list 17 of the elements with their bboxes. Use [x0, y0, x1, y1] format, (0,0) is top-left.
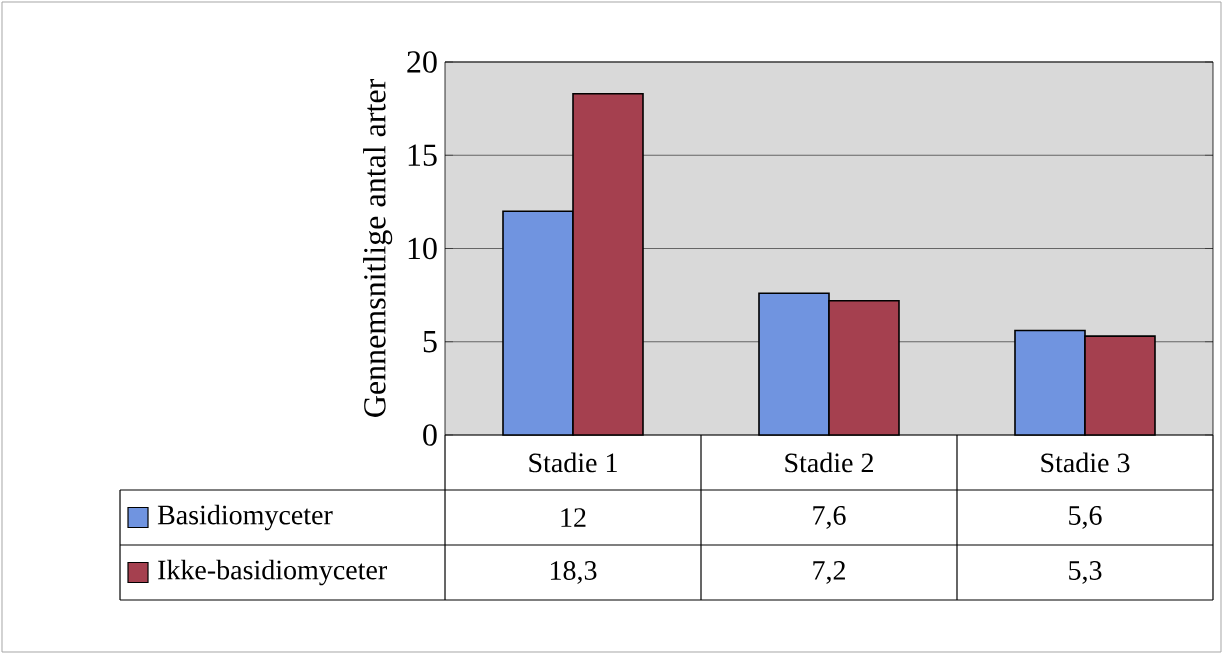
- data-label: 5,3: [1069, 561, 1102, 584]
- x-tick-label: Stadie 2: [785, 452, 873, 473]
- y-axis-title: Gennemsnitlige antal arter: [363, 79, 393, 417]
- data-label: 12: [561, 508, 586, 527]
- y-tick-label: 20: [407, 51, 437, 73]
- y-tick-label: 10: [408, 237, 437, 260]
- x-tick-label: Stadie 3: [1041, 452, 1130, 473]
- legend-label: Ikke-basidiomyceter: [158, 559, 387, 586]
- data-label: 7,2: [813, 561, 845, 584]
- y-tick-label: 15: [408, 144, 437, 166]
- y-tick-label: 0: [423, 424, 437, 446]
- x-tick-label: Stadie 1: [529, 452, 617, 473]
- legend-label: Basidiomyceter: [157, 504, 333, 531]
- data-label: 18,3: [550, 561, 597, 584]
- data-label: 7,6: [813, 506, 846, 529]
- y-tick-label: 5: [423, 331, 437, 353]
- data-label: 5,6: [1069, 506, 1102, 529]
